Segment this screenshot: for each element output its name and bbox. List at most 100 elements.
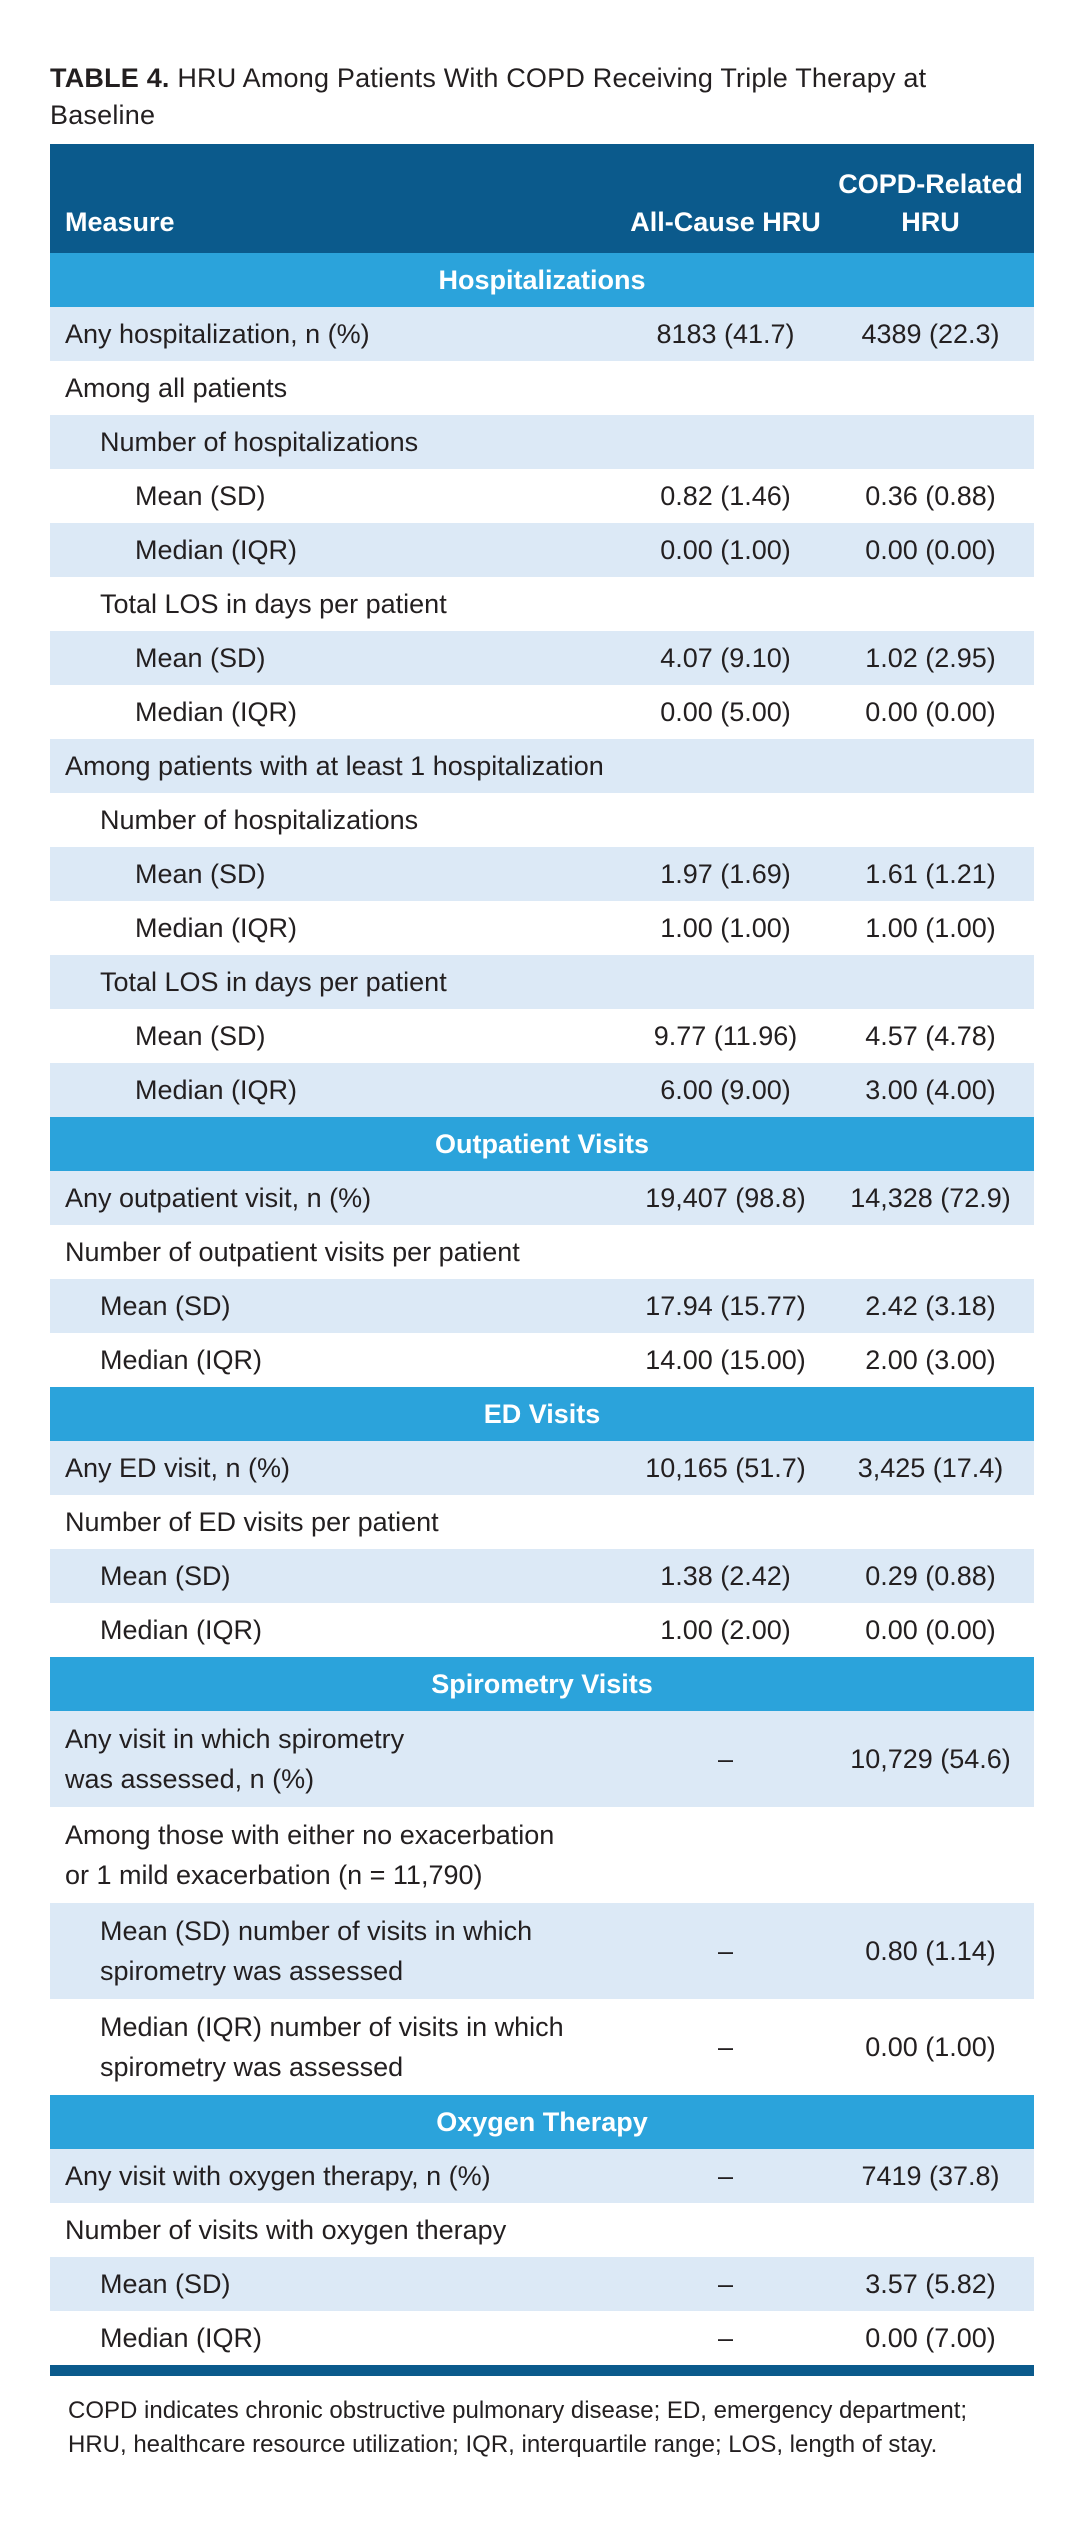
table-page: TABLE 4. HRU Among Patients With COPD Re… [50, 0, 1034, 2462]
all-cause-value [624, 361, 827, 415]
measure-cell: Median (IQR) [50, 685, 624, 739]
header-copd-related: COPD-Related HRU [827, 144, 1034, 253]
measure-cell: Any outpatient visit, n (%) [50, 1171, 624, 1225]
all-cause-value: 10,165 (51.7) [624, 1441, 827, 1495]
all-cause-value: 14.00 (15.00) [624, 1333, 827, 1387]
all-cause-value: – [624, 2257, 827, 2311]
measure-cell: Number of visits with oxygen therapy [50, 2203, 624, 2257]
all-cause-value: 4.07 (9.10) [624, 631, 827, 685]
table-row: Median (IQR) –0.00 (7.00) [50, 2311, 1034, 2365]
measure-cell: Mean (SD) [50, 631, 624, 685]
measure-cell: Median (IQR) [50, 1603, 624, 1657]
measure-cell: Any visit with oxygen therapy, n (%) [50, 2149, 624, 2203]
copd-related-value: 0.00 (0.00) [827, 685, 1034, 739]
measure-cell: Median (IQR) [50, 901, 624, 955]
table-row: Mean (SD) 9.77 (11.96) 4.57 (4.78) [50, 1009, 1034, 1063]
copd-related-value [827, 1225, 1034, 1279]
table-row: Number of ED visits per patient [50, 1495, 1034, 1549]
table-row: Any visit with oxygen therapy, n (%) –741… [50, 2149, 1034, 2203]
copd-related-value: 2.42 (3.18) [827, 1279, 1034, 1333]
header-all-cause: All-Cause HRU [624, 144, 827, 253]
measure-cell: Mean (SD) number of visits in which spiro… [50, 1903, 624, 1999]
all-cause-value [624, 2203, 827, 2257]
header-measure: Measure [50, 144, 624, 253]
copd-related-value: 3,425 (17.4) [827, 1441, 1034, 1495]
measure-cell: Total LOS in days per patient [50, 577, 624, 631]
all-cause-value: – [624, 1999, 827, 2095]
table-row: Mean (SD) 0.82 (1.46) 0.36 (0.88) [50, 469, 1034, 523]
table-row: Any hospitalization, n (%) 8183 (41.7) 438… [50, 307, 1034, 361]
table-bottom-rule [50, 2365, 1034, 2376]
table-row: Median (IQR) 0.00 (5.00) 0.00 (0.00) [50, 685, 1034, 739]
all-cause-value: 1.00 (2.00) [624, 1603, 827, 1657]
measure-cell: Median (IQR) [50, 523, 624, 577]
copd-related-value: 0.36 (0.88) [827, 469, 1034, 523]
measure-cell: Among those with either no exacerbation o… [50, 1807, 624, 1903]
all-cause-value: 1.38 (2.42) [624, 1549, 827, 1603]
copd-related-value: 1.02 (2.95) [827, 631, 1034, 685]
copd-related-value: 0.80 (1.14) [827, 1903, 1034, 1999]
copd-related-value: 3.57 (5.82) [827, 2257, 1034, 2311]
all-cause-value [624, 1225, 827, 1279]
section-label: Outpatient Visits [50, 1117, 1034, 1171]
table-row: Among those with either no exacerbation o… [50, 1807, 1034, 1903]
all-cause-value: – [624, 1711, 827, 1807]
table-title: TABLE 4. HRU Among Patients With COPD Re… [50, 60, 1034, 134]
copd-related-value [827, 955, 1034, 1009]
measure-cell: Number of outpatient visits per patient [50, 1225, 624, 1279]
copd-related-value: 7419 (37.8) [827, 2149, 1034, 2203]
table-row: Among all patients [50, 361, 1034, 415]
table-row: Number of outpatient visits per patient [50, 1225, 1034, 1279]
table-row: Mean (SD) number of visits in which spiro… [50, 1903, 1034, 1999]
all-cause-value: 6.00 (9.00) [624, 1063, 827, 1117]
copd-related-value [827, 2203, 1034, 2257]
section-header-row: Spirometry Visits [50, 1657, 1034, 1711]
table-row: Mean (SD) 1.38 (2.42) 0.29 (0.88) [50, 1549, 1034, 1603]
table-row: Median (IQR) 0.00 (1.00) 0.00 (0.00) [50, 523, 1034, 577]
measure-cell: Among patients with at least 1 hospitali… [50, 739, 624, 793]
measure-cell: Number of ED visits per patient [50, 1495, 624, 1549]
table-row: Mean (SD) 1.97 (1.69) 1.61 (1.21) [50, 847, 1034, 901]
copd-related-value: 14,328 (72.9) [827, 1171, 1034, 1225]
all-cause-value: 19,407 (98.8) [624, 1171, 827, 1225]
table-caption: HRU Among Patients With COPD Receiving T… [50, 63, 927, 130]
measure-cell: Mean (SD) [50, 2257, 624, 2311]
copd-related-value: 1.00 (1.00) [827, 901, 1034, 955]
all-cause-value [624, 793, 827, 847]
measure-cell: Number of hospitalizations [50, 793, 624, 847]
copd-related-value: 3.00 (4.00) [827, 1063, 1034, 1117]
measure-cell: Mean (SD) [50, 1279, 624, 1333]
all-cause-value: 17.94 (15.77) [624, 1279, 827, 1333]
table-row: Any visit in which spirometry was assesse… [50, 1711, 1034, 1807]
table-row: Median (IQR) 1.00 (1.00) 1.00 (1.00) [50, 901, 1034, 955]
all-cause-value: – [624, 1903, 827, 1999]
copd-related-value [827, 361, 1034, 415]
copd-related-value [827, 577, 1034, 631]
copd-related-value: 0.29 (0.88) [827, 1549, 1034, 1603]
measure-cell: Median (IQR) number of visits in which sp… [50, 1999, 624, 2095]
table-row: Median (IQR) 1.00 (2.00) 0.00 (0.00) [50, 1603, 1034, 1657]
table-row: Median (IQR) 6.00 (9.00) 3.00 (4.00) [50, 1063, 1034, 1117]
section-label: Spirometry Visits [50, 1657, 1034, 1711]
section-header-row: Hospitalizations [50, 253, 1034, 307]
measure-cell: Median (IQR) [50, 1333, 624, 1387]
copd-related-value: 0.00 (1.00) [827, 1999, 1034, 2095]
section-label: Oxygen Therapy [50, 2095, 1034, 2149]
table-row: Number of visits with oxygen therapy [50, 2203, 1034, 2257]
measure-cell: Median (IQR) [50, 1063, 624, 1117]
section-label: Hospitalizations [50, 253, 1034, 307]
all-cause-value: – [624, 2149, 827, 2203]
copd-related-value [827, 1807, 1034, 1903]
section-header-row: Outpatient Visits [50, 1117, 1034, 1171]
all-cause-value [624, 1495, 827, 1549]
copd-related-value: 4.57 (4.78) [827, 1009, 1034, 1063]
all-cause-value: 0.00 (5.00) [624, 685, 827, 739]
copd-related-value: 2.00 (3.00) [827, 1333, 1034, 1387]
all-cause-value: 9.77 (11.96) [624, 1009, 827, 1063]
table-row: Mean (SD) 4.07 (9.10) 1.02 (2.95) [50, 631, 1034, 685]
copd-related-value: 1.61 (1.21) [827, 847, 1034, 901]
table-body: Hospitalizations Any hospitalization, n (… [50, 253, 1034, 2365]
copd-related-value: 4389 (22.3) [827, 307, 1034, 361]
table-row: Any outpatient visit, n (%) 19,407 (98.8)… [50, 1171, 1034, 1225]
table-row: Total LOS in days per patient [50, 577, 1034, 631]
